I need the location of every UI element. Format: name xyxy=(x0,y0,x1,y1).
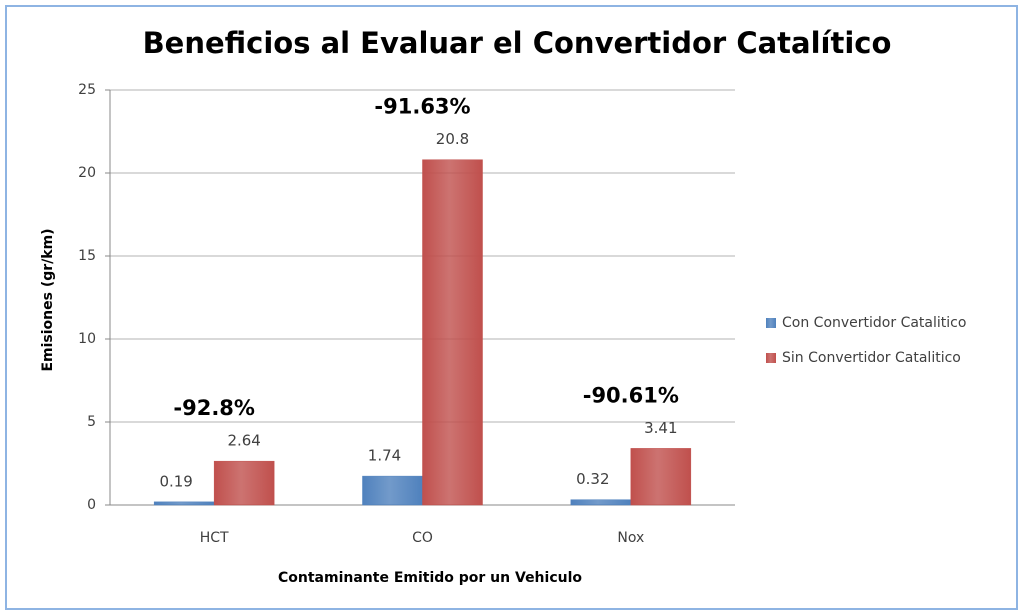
y-tick-label: 5 xyxy=(87,414,96,430)
bar xyxy=(213,460,275,506)
bar xyxy=(630,448,692,506)
data-label: 2.64 xyxy=(227,432,260,450)
legend-swatch xyxy=(766,353,776,363)
legend-swatch xyxy=(766,318,776,328)
x-tick-label: CO xyxy=(412,530,433,546)
y-axis-title: Emisiones (gr/km) xyxy=(40,228,56,371)
bar xyxy=(422,159,483,506)
x-tick-label: HCT xyxy=(200,530,229,546)
annotation: -90.61% xyxy=(583,383,679,407)
legend-label: Con Convertidor Catalitico xyxy=(782,315,966,331)
annotation: -92.8% xyxy=(173,396,255,420)
x-axis-title: Contaminante Emitido por un Vehiculo xyxy=(278,570,582,586)
legend-label: Sin Convertidor Catalitico xyxy=(782,350,961,366)
y-tick-label: 0 xyxy=(87,497,96,513)
data-label: 0.32 xyxy=(576,470,609,488)
data-label: 3.41 xyxy=(644,419,677,437)
y-tick-label: 20 xyxy=(78,165,96,181)
chart-title: Beneficios al Evaluar el Convertidor Cat… xyxy=(143,26,892,60)
x-tick-label: Nox xyxy=(617,530,644,546)
data-label: 20.8 xyxy=(436,130,469,148)
bar xyxy=(362,475,423,506)
data-label: 1.74 xyxy=(368,447,401,465)
chart-border xyxy=(5,5,1018,610)
bar xyxy=(153,501,215,506)
bar xyxy=(570,499,632,506)
y-tick-label: 25 xyxy=(78,82,96,98)
data-label: 0.19 xyxy=(159,472,192,490)
y-tick-label: 15 xyxy=(78,248,96,264)
annotation: -91.63% xyxy=(374,95,470,119)
y-tick-label: 10 xyxy=(78,331,96,347)
